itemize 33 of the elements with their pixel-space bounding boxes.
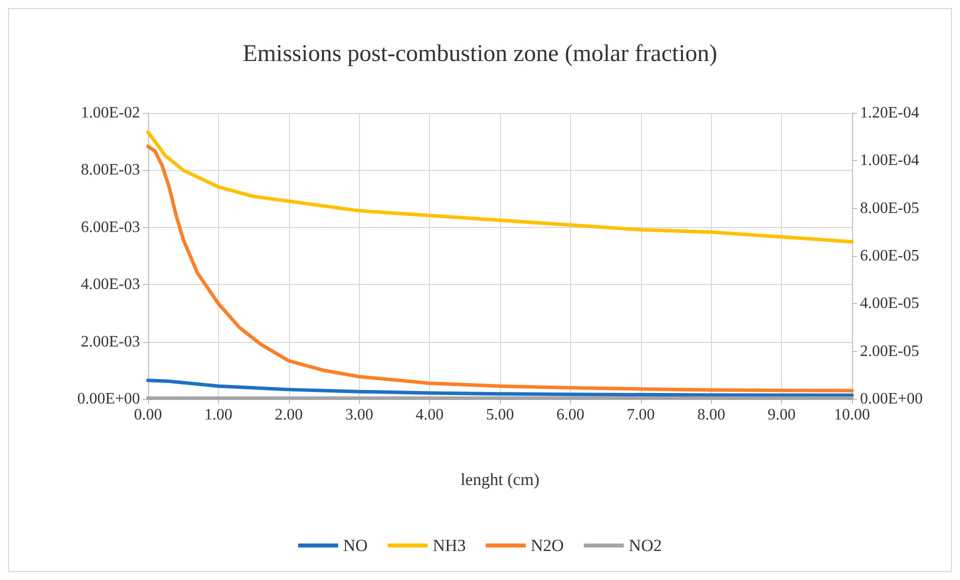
line-series (146, 130, 854, 244)
y2-tick-label: 1.00E-04 (860, 152, 920, 170)
x-tick-label: 1.00 (204, 406, 232, 424)
y2-tick-label: 8.00E-05 (860, 200, 920, 217)
legend-label: N2O (530, 536, 564, 555)
y2-tick-label: 4.00E-05 (860, 295, 920, 312)
legend-label: NO2 (628, 536, 662, 555)
x-tick-label: 2.00 (274, 406, 303, 424)
x-tick-label: 6.00 (556, 406, 584, 424)
x-tick-label: 3.00 (345, 406, 374, 424)
y-tick-label: 2.00E-03 (80, 333, 140, 350)
x-axis-title: lenght (cm) (460, 470, 540, 489)
legend-label: NO (343, 536, 368, 555)
x-tick-label: 9.00 (768, 406, 796, 424)
line-series (146, 378, 854, 398)
x-tick-label: 5.00 (486, 406, 514, 424)
y-tick-label: 1.00E-02 (80, 104, 140, 122)
y-tick-label: 6.00E-03 (80, 218, 140, 236)
y2-tick-label: 0.00E+00 (860, 390, 923, 408)
x-tick-label: 10.00 (834, 406, 870, 424)
y-tick-label: 4.00E-03 (80, 276, 140, 294)
y-tick-label: 0.00E+00 (77, 390, 140, 408)
x-tick-label: 4.00 (416, 406, 444, 424)
y2-tick-label: 1.20E-04 (860, 104, 920, 122)
y-tick-label: 8.00E-03 (80, 162, 140, 179)
y2-tick-label: 2.00E-05 (860, 342, 920, 360)
legend-label: NH3 (432, 536, 466, 555)
line-series (146, 144, 854, 392)
x-tick-label: 8.00 (697, 406, 726, 424)
x-tick-label: 0.00 (134, 406, 162, 424)
chart-title: Emissions post-combustion zone (molar fraction) (242, 41, 718, 67)
x-tick-label: 7.00 (626, 406, 655, 424)
y2-tick-label: 6.00E-05 (860, 248, 920, 264)
